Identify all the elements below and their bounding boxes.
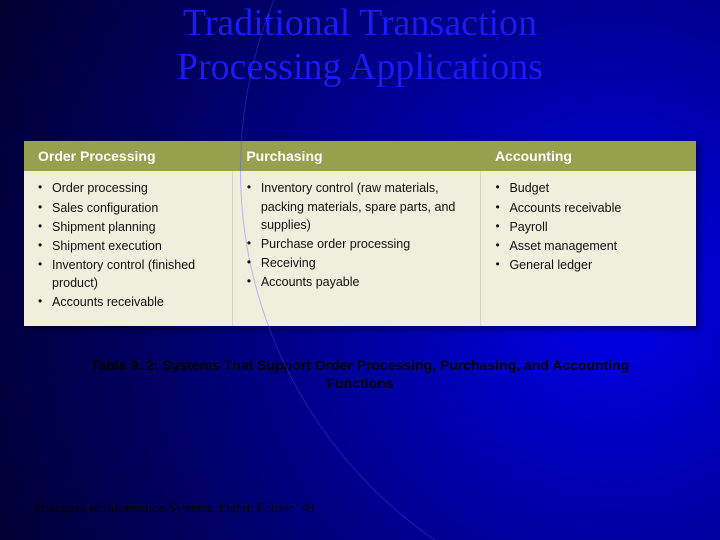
list-item: Shipment execution — [38, 237, 222, 255]
table-header-row: Order Processing Purchasing Accounting — [24, 141, 696, 171]
col-header-order-processing: Order Processing — [24, 141, 232, 171]
footer-text: Principles of Information Systems, Eight… — [34, 500, 295, 515]
list-item: Shipment planning — [38, 218, 222, 236]
list-accounting: Budget Accounts receivable Payroll Asset… — [495, 179, 686, 274]
title-line-2: Processing Applications — [177, 46, 543, 88]
col-header-accounting: Accounting — [481, 141, 696, 171]
table-caption: Table 9. 2: Systems That Support Order P… — [60, 356, 660, 392]
slide: Traditional Transaction Processing Appli… — [0, 0, 720, 540]
list-item: General ledger — [495, 256, 686, 274]
list-item: Asset management — [495, 237, 686, 255]
cell-accounting: Budget Accounts receivable Payroll Asset… — [481, 171, 696, 326]
slide-title: Traditional Transaction Processing Appli… — [0, 0, 720, 89]
list-item: Receiving — [247, 254, 471, 272]
table-container: Order Processing Purchasing Accounting O… — [24, 141, 696, 326]
title-line-1: Traditional Transaction — [183, 2, 537, 44]
list-item: Order processing — [38, 179, 222, 197]
functions-table: Order Processing Purchasing Accounting O… — [24, 141, 696, 326]
list-item: Sales configuration — [38, 199, 222, 217]
cell-purchasing: Inventory control (raw materials, packin… — [232, 171, 481, 326]
cell-order-processing: Order processing Sales configuration Shi… — [24, 171, 232, 326]
list-item: Purchase order processing — [247, 235, 471, 253]
list-item: Accounts payable — [247, 273, 471, 291]
slide-footer: Principles of Information Systems, Eight… — [34, 500, 314, 516]
list-order-processing: Order processing Sales configuration Shi… — [38, 179, 222, 311]
list-item: Accounts receivable — [38, 293, 222, 311]
list-item: Payroll — [495, 218, 686, 236]
list-item: Budget — [495, 179, 686, 197]
table-body-row: Order processing Sales configuration Shi… — [24, 171, 696, 326]
footer-page-number: 49 — [301, 500, 314, 515]
list-purchasing: Inventory control (raw materials, packin… — [247, 179, 471, 291]
list-item: Accounts receivable — [495, 199, 686, 217]
col-header-purchasing: Purchasing — [232, 141, 481, 171]
list-item: Inventory control (finished product) — [38, 256, 222, 292]
list-item: Inventory control (raw materials, packin… — [247, 179, 471, 233]
